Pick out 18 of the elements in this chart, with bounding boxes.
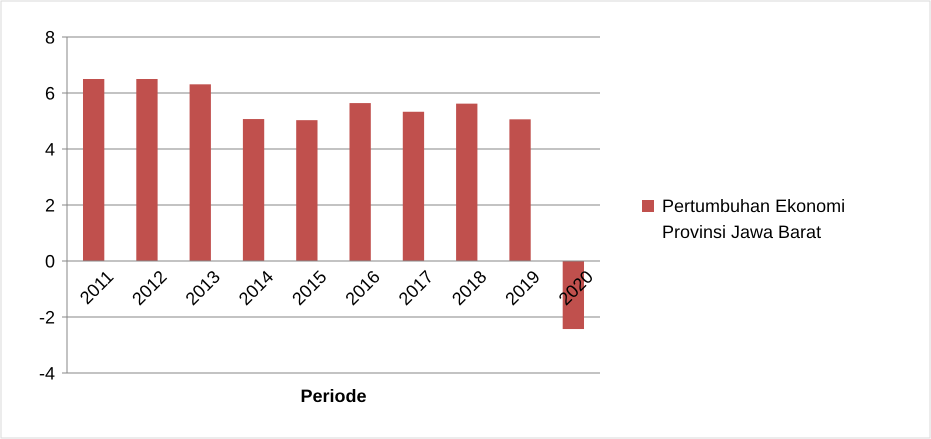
bar <box>82 79 104 261</box>
y-tick-label: -4 <box>38 363 55 384</box>
bar <box>296 120 318 261</box>
bar <box>509 119 531 261</box>
y-tick-label: 0 <box>44 251 55 272</box>
y-tick-label: 4 <box>44 139 55 160</box>
x-axis-title: Periode <box>300 386 367 406</box>
y-tick-label: -2 <box>38 307 55 328</box>
bar <box>242 119 264 261</box>
bar <box>136 79 158 261</box>
bar <box>402 112 424 261</box>
bar <box>456 104 478 261</box>
legend-label: Pertumbuhan Ekonomi Provinsi Jawa Barat <box>662 196 846 242</box>
bar <box>190 84 211 261</box>
y-tick-label: 2 <box>44 195 55 216</box>
y-tick-label: 6 <box>44 83 55 104</box>
bar <box>349 103 371 261</box>
y-tick-label: 8 <box>44 27 55 48</box>
